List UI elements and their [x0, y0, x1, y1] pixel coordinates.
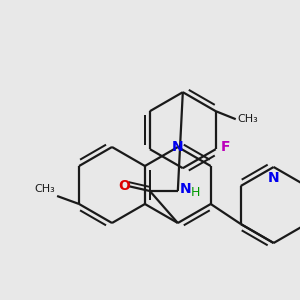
- Text: N: N: [268, 171, 279, 185]
- Text: N: N: [172, 140, 184, 154]
- Text: CH₃: CH₃: [238, 114, 259, 124]
- Text: F: F: [221, 140, 230, 154]
- Text: N: N: [180, 182, 191, 196]
- Text: H: H: [191, 185, 200, 199]
- Text: CH₃: CH₃: [34, 184, 55, 194]
- Text: O: O: [118, 179, 130, 193]
